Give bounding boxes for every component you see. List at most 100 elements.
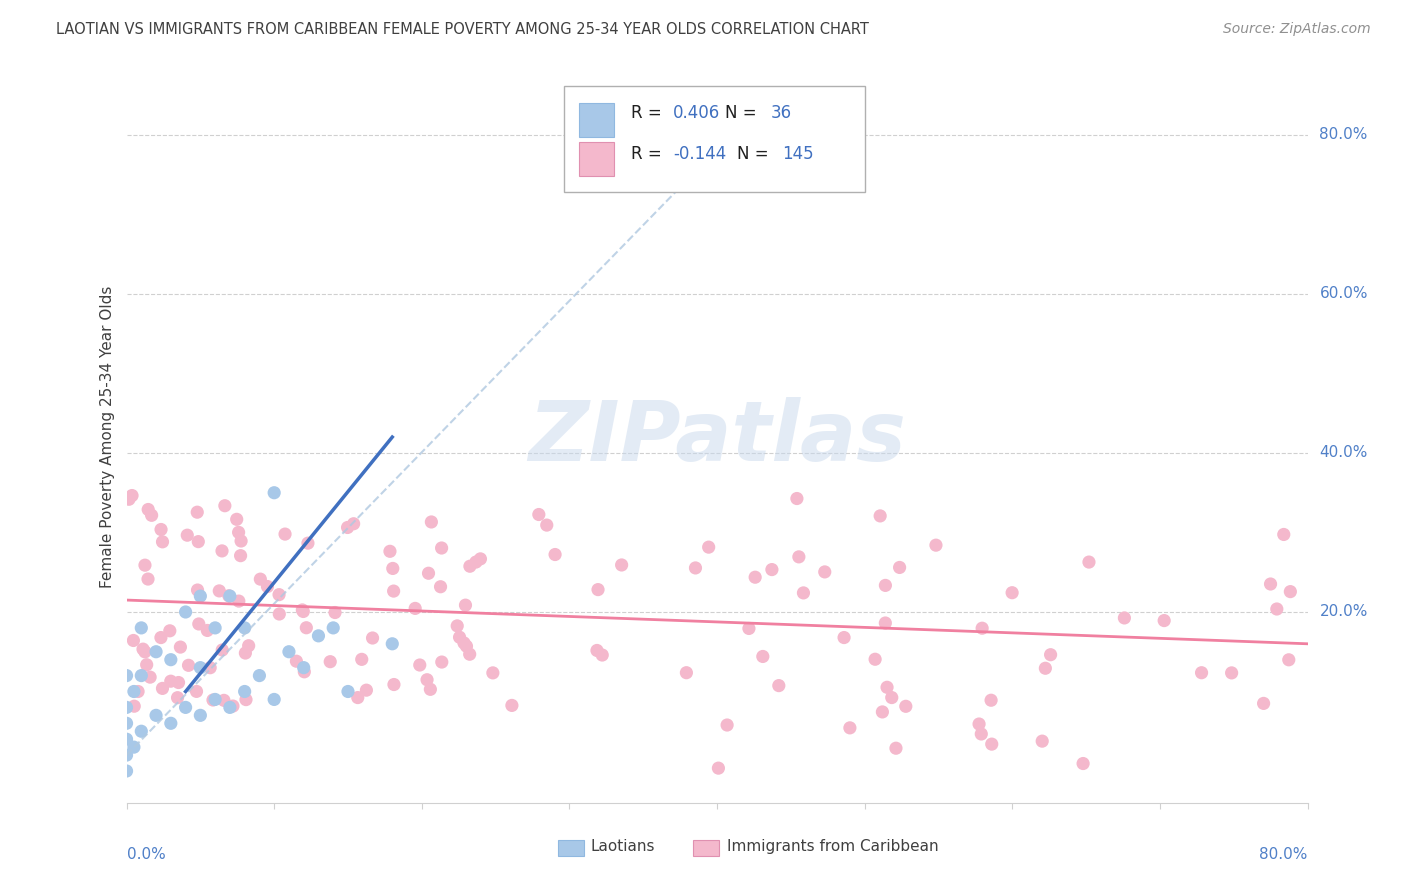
- Point: [1279, 584, 1302, 599]
- Point: [586, 643, 609, 657]
- Point: [1265, 602, 1288, 616]
- Point: [122, 699, 145, 714]
- Point: [980, 737, 1002, 751]
- Point: [416, 673, 439, 687]
- Point: [586, 582, 609, 597]
- Point: [136, 572, 159, 586]
- Point: [214, 499, 236, 513]
- Point: [716, 718, 738, 732]
- Point: [115, 716, 138, 731]
- Point: [115, 732, 138, 747]
- Point: [752, 649, 775, 664]
- Point: [177, 658, 200, 673]
- Point: [274, 527, 297, 541]
- Point: [1035, 661, 1057, 675]
- Point: [449, 630, 471, 644]
- Point: [174, 700, 197, 714]
- Point: [204, 621, 226, 635]
- Point: [152, 681, 174, 696]
- Point: [212, 693, 235, 707]
- Point: [263, 485, 285, 500]
- Point: [292, 605, 315, 619]
- Point: [735, 112, 758, 126]
- Text: 0.0%: 0.0%: [127, 847, 166, 862]
- Point: [863, 652, 886, 666]
- Point: [787, 549, 810, 564]
- FancyBboxPatch shape: [558, 840, 583, 856]
- Text: 40.0%: 40.0%: [1319, 445, 1368, 460]
- Text: 60.0%: 60.0%: [1319, 286, 1368, 301]
- Point: [139, 670, 162, 684]
- Point: [219, 700, 242, 714]
- Point: [129, 668, 153, 682]
- Point: [233, 684, 256, 698]
- Text: 145: 145: [782, 145, 814, 163]
- Point: [187, 534, 209, 549]
- Point: [129, 621, 153, 635]
- Point: [218, 589, 240, 603]
- Point: [229, 534, 252, 549]
- Point: [707, 761, 730, 775]
- Point: [1191, 665, 1213, 680]
- Point: [697, 540, 720, 554]
- Point: [150, 523, 173, 537]
- Point: [169, 640, 191, 654]
- Text: Immigrants from Caribbean: Immigrants from Caribbean: [727, 839, 938, 855]
- Point: [1078, 555, 1101, 569]
- Point: [1039, 648, 1062, 662]
- Point: [233, 621, 256, 635]
- Point: [875, 578, 897, 592]
- Point: [176, 528, 198, 542]
- Text: ZIPatlas: ZIPatlas: [529, 397, 905, 477]
- Point: [1278, 653, 1301, 667]
- Point: [297, 536, 319, 550]
- FancyBboxPatch shape: [579, 103, 614, 137]
- Point: [159, 624, 181, 638]
- Point: [115, 668, 138, 682]
- Point: [430, 655, 453, 669]
- Point: [127, 684, 149, 698]
- Text: N =: N =: [737, 145, 775, 163]
- Point: [378, 544, 401, 558]
- Point: [188, 708, 212, 723]
- Point: [429, 580, 451, 594]
- Y-axis label: Female Poverty Among 25-34 Year Olds: Female Poverty Among 25-34 Year Olds: [100, 286, 115, 588]
- Point: [115, 764, 138, 778]
- Point: [768, 679, 790, 693]
- Point: [211, 643, 233, 657]
- Point: [225, 512, 247, 526]
- Point: [346, 690, 368, 705]
- FancyBboxPatch shape: [579, 142, 614, 176]
- Point: [792, 586, 814, 600]
- Point: [249, 572, 271, 586]
- Point: [322, 621, 344, 635]
- Point: [430, 541, 453, 555]
- Point: [188, 589, 212, 603]
- Point: [464, 555, 486, 569]
- Point: [323, 606, 346, 620]
- Point: [267, 588, 290, 602]
- Point: [198, 661, 221, 675]
- Point: [744, 570, 766, 584]
- Point: [134, 645, 156, 659]
- Text: LAOTIAN VS IMMIGRANTS FROM CARIBBEAN FEMALE POVERTY AMONG 25-34 YEAR OLDS CORREL: LAOTIAN VS IMMIGRANTS FROM CARIBBEAN FEM…: [56, 22, 869, 37]
- Point: [132, 642, 155, 657]
- Point: [967, 717, 990, 731]
- Point: [1253, 697, 1275, 711]
- Point: [418, 566, 440, 581]
- Point: [186, 582, 208, 597]
- Point: [869, 508, 891, 523]
- Point: [222, 699, 245, 714]
- Point: [136, 502, 159, 516]
- Point: [470, 552, 492, 566]
- Point: [292, 660, 315, 674]
- Point: [285, 654, 308, 668]
- Point: [761, 563, 783, 577]
- Point: [1071, 756, 1094, 771]
- Point: [880, 690, 903, 705]
- Point: [501, 698, 523, 713]
- Point: [876, 681, 898, 695]
- Point: [219, 589, 242, 603]
- Point: [235, 692, 257, 706]
- Point: [118, 492, 141, 507]
